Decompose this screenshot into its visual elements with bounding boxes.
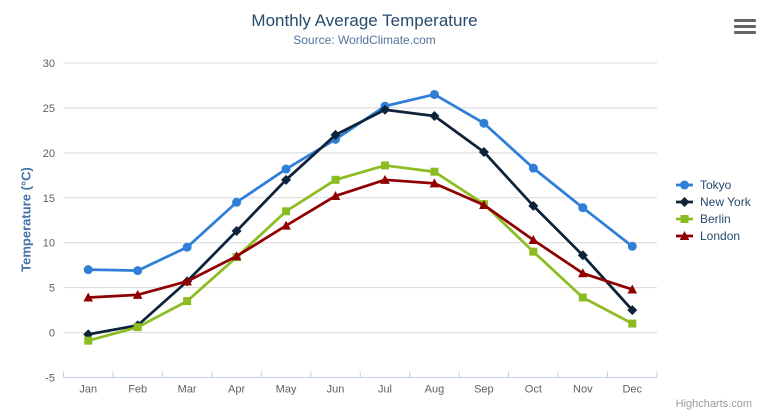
data-point-london-dec[interactable] bbox=[627, 284, 638, 294]
highcharts-credits-link[interactable]: Highcharts.com bbox=[675, 398, 752, 410]
data-point-london-nov[interactable] bbox=[578, 268, 588, 278]
data-point-new-york-dec[interactable] bbox=[627, 305, 638, 316]
x-axis-label: Jul bbox=[378, 384, 392, 396]
data-point-london-may[interactable] bbox=[281, 220, 291, 230]
data-point-berlin-may[interactable] bbox=[282, 207, 291, 216]
data-point-berlin-oct[interactable] bbox=[529, 247, 538, 256]
chart-subtitle: Source: WorldClimate.com bbox=[293, 33, 436, 47]
data-point-berlin-nov[interactable] bbox=[578, 293, 587, 302]
legend-item-london[interactable]: London bbox=[676, 227, 751, 244]
hamburger-menu-icon bbox=[734, 31, 756, 34]
hamburger-menu-icon bbox=[734, 19, 756, 22]
data-point-new-york-aug[interactable] bbox=[429, 111, 440, 122]
y-axis-title: Temperature (°C) bbox=[18, 167, 34, 272]
data-point-berlin-aug[interactable] bbox=[430, 167, 439, 176]
legend-item-label: New York bbox=[700, 194, 751, 209]
chart-title: Monthly Average Temperature bbox=[251, 11, 478, 30]
series-line-new-york[interactable] bbox=[86, 108, 634, 336]
x-axis-label: Aug bbox=[425, 384, 445, 396]
x-axis-label: Jan bbox=[79, 384, 97, 396]
x-axis-label: Apr bbox=[228, 384, 245, 396]
data-point-tokyo-mar[interactable] bbox=[182, 242, 192, 252]
legend-diamond-icon bbox=[676, 196, 693, 207]
data-point-tokyo-jan[interactable] bbox=[83, 265, 93, 275]
data-point-tokyo-sep[interactable] bbox=[479, 118, 489, 128]
data-point-tokyo-may[interactable] bbox=[281, 164, 291, 174]
data-point-tokyo-dec[interactable] bbox=[627, 241, 637, 251]
data-point-tokyo-aug[interactable] bbox=[429, 89, 439, 99]
x-axis-label: Dec bbox=[622, 384, 642, 396]
legend-item-label: Berlin bbox=[700, 211, 731, 226]
data-point-berlin-jan[interactable] bbox=[84, 336, 93, 345]
data-point-london-mar[interactable] bbox=[182, 276, 192, 286]
data-point-london-jan[interactable] bbox=[83, 292, 94, 302]
data-point-berlin-jun[interactable] bbox=[331, 175, 340, 184]
data-point-tokyo-apr[interactable] bbox=[232, 197, 242, 207]
data-point-tokyo-oct[interactable] bbox=[528, 163, 538, 173]
series-line-berlin[interactable] bbox=[86, 164, 634, 343]
data-point-london-aug[interactable] bbox=[429, 178, 440, 188]
y-axis-label: 0 bbox=[49, 328, 55, 340]
legend-item-berlin[interactable]: Berlin bbox=[676, 210, 751, 227]
legend-item-new-york[interactable]: New York bbox=[676, 193, 751, 210]
data-point-berlin-dec[interactable] bbox=[628, 319, 637, 328]
x-axis-label: Mar bbox=[178, 384, 197, 396]
data-point-new-york-apr[interactable] bbox=[231, 226, 242, 237]
data-point-tokyo-feb[interactable] bbox=[133, 266, 143, 276]
y-axis-label: 30 bbox=[43, 58, 55, 70]
legend-circle-icon bbox=[676, 180, 693, 189]
data-point-new-york-sep[interactable] bbox=[478, 146, 489, 157]
y-axis-label: 5 bbox=[49, 283, 55, 295]
legend-item-label: Tokyo bbox=[700, 177, 732, 192]
legend-square-icon bbox=[676, 214, 693, 223]
export-menu-button[interactable] bbox=[734, 19, 756, 34]
x-axis-label: May bbox=[276, 384, 297, 396]
y-axis-label: 20 bbox=[43, 148, 55, 160]
data-point-london-oct[interactable] bbox=[528, 235, 539, 245]
data-point-london-feb[interactable] bbox=[132, 289, 143, 299]
legend-triangle-icon bbox=[676, 230, 693, 240]
data-point-berlin-mar[interactable] bbox=[183, 297, 192, 306]
data-point-new-york-nov[interactable] bbox=[577, 250, 588, 261]
legend: Tokyo New York Berlin London bbox=[676, 176, 751, 244]
legend-item-tokyo[interactable]: Tokyo bbox=[676, 176, 751, 193]
y-axis-label: 25 bbox=[43, 103, 55, 115]
data-point-new-york-oct[interactable] bbox=[528, 200, 539, 211]
x-axis-label: Feb bbox=[128, 384, 147, 396]
data-point-london-jul[interactable] bbox=[380, 174, 390, 184]
data-point-new-york-may[interactable] bbox=[281, 174, 292, 185]
y-axis-label: 15 bbox=[43, 193, 55, 205]
series-line-london[interactable] bbox=[86, 178, 634, 299]
data-point-new-york-jun[interactable] bbox=[330, 129, 341, 140]
data-point-london-sep[interactable] bbox=[479, 199, 489, 209]
data-point-berlin-jul[interactable] bbox=[380, 161, 389, 170]
x-axis-label: Oct bbox=[525, 384, 542, 396]
legend-item-label: London bbox=[700, 228, 741, 243]
y-axis-label: 10 bbox=[43, 238, 55, 250]
x-axis-label: Sep bbox=[474, 384, 494, 396]
data-point-berlin-feb[interactable] bbox=[133, 323, 142, 332]
x-axis-label: Nov bbox=[573, 384, 593, 396]
y-axis-label: -5 bbox=[45, 373, 55, 385]
hamburger-menu-icon bbox=[734, 25, 756, 28]
data-point-new-york-jul[interactable] bbox=[379, 104, 390, 115]
x-axis-label: Jun bbox=[327, 384, 345, 396]
data-point-london-jun[interactable] bbox=[330, 190, 341, 200]
data-point-tokyo-nov[interactable] bbox=[578, 203, 588, 213]
data-point-london-apr[interactable] bbox=[231, 251, 242, 261]
